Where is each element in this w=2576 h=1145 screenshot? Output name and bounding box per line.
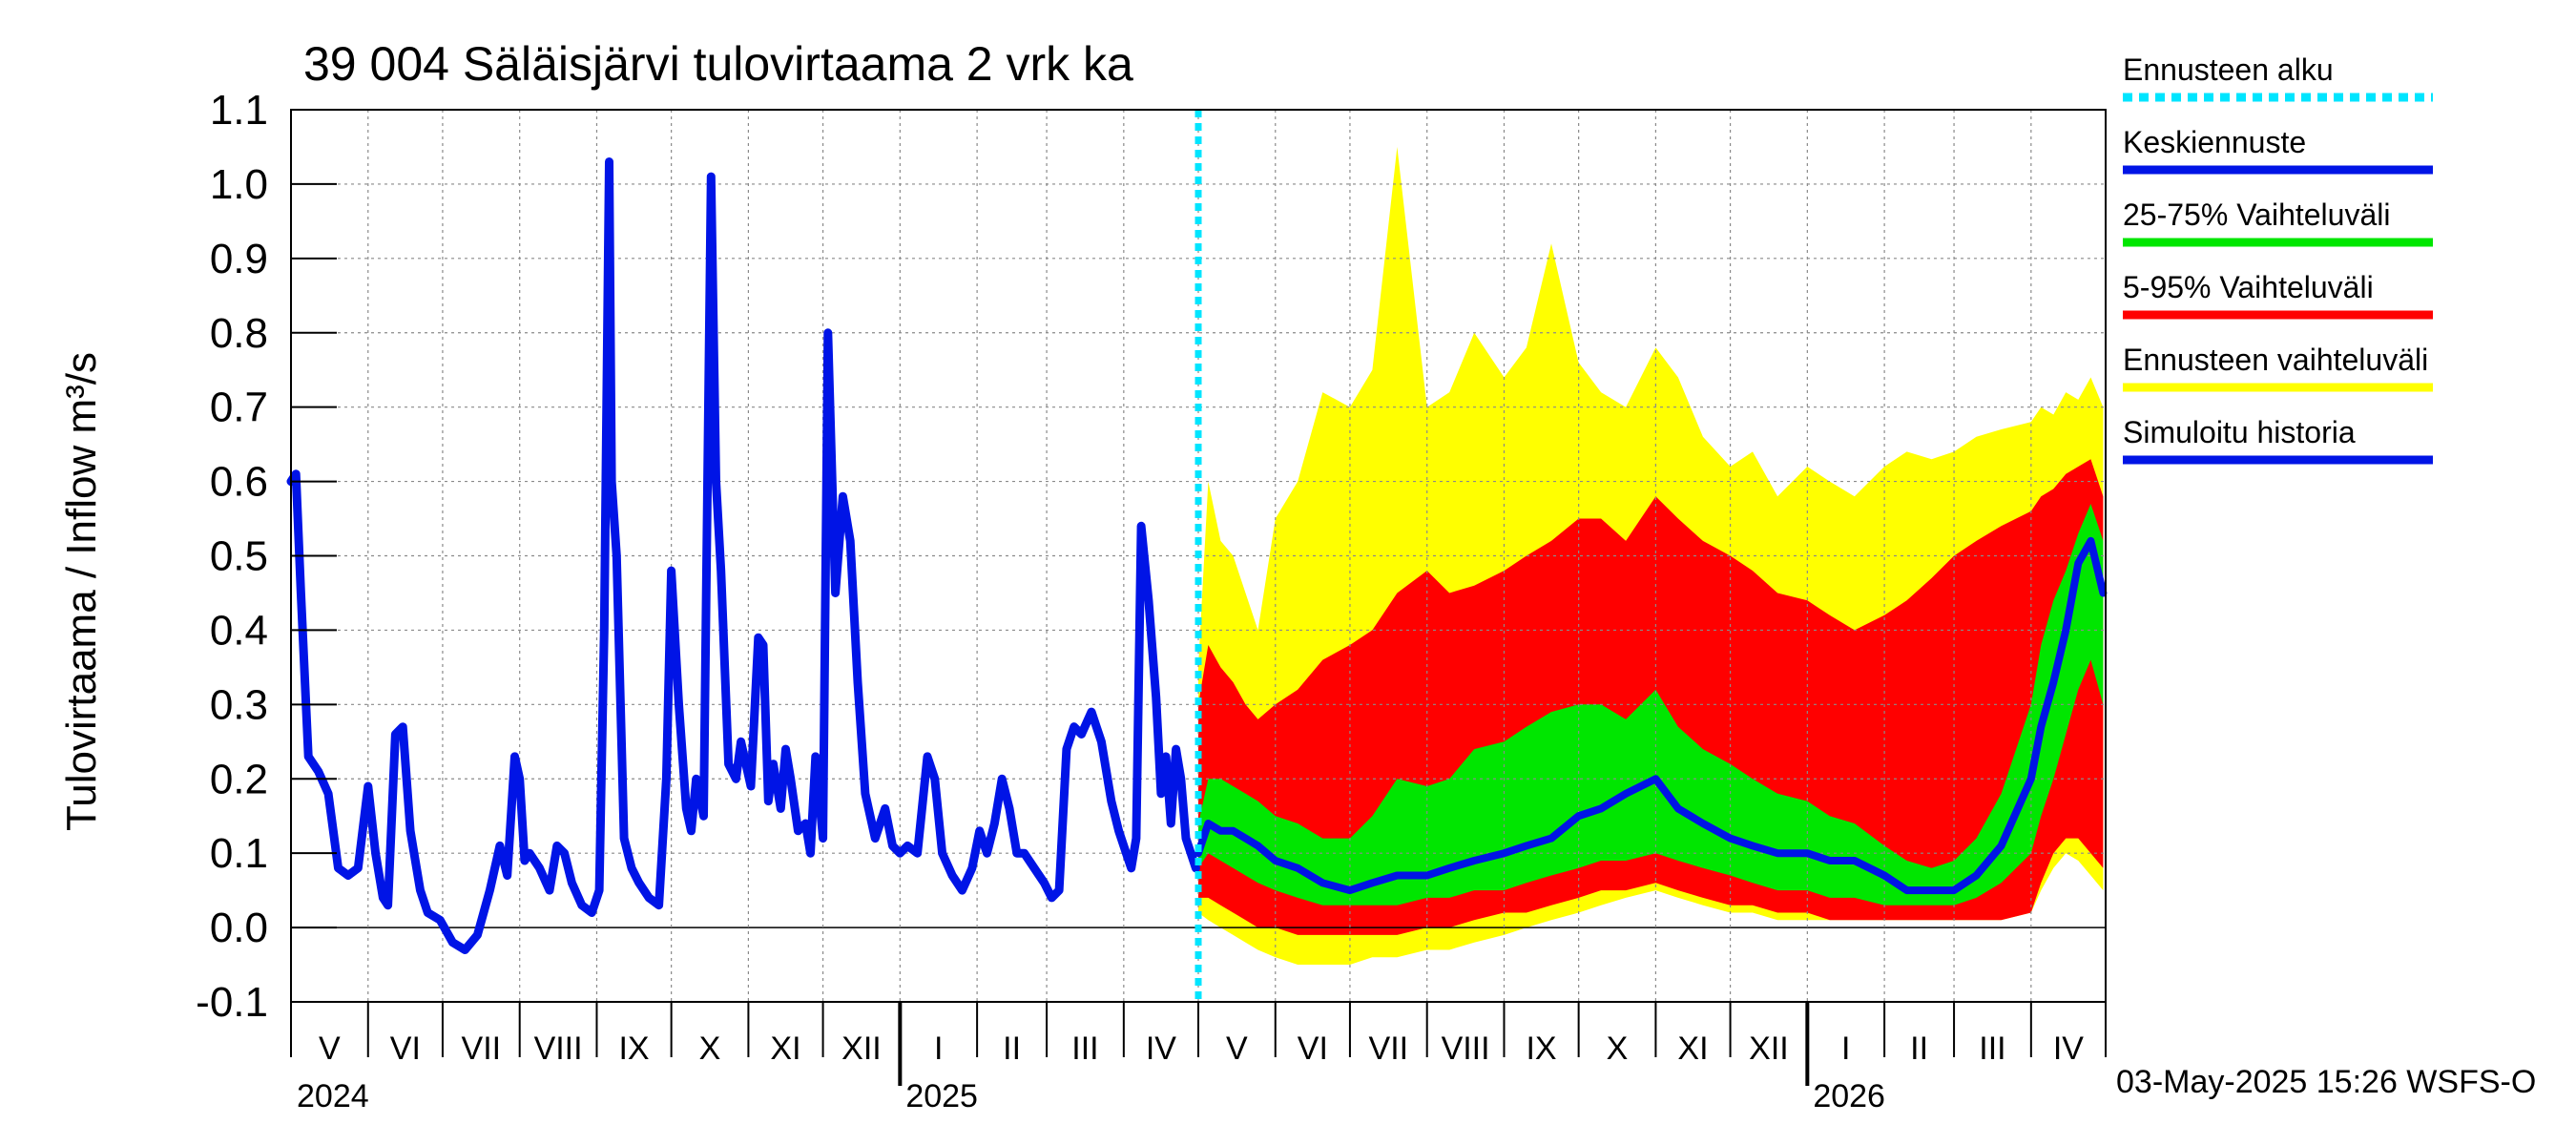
x-year-label: 2026: [1813, 1078, 1885, 1114]
legend-label: Ennusteen alku: [2123, 52, 2334, 87]
legend-label: Simuloitu historia: [2123, 415, 2356, 449]
x-month-label: X: [1607, 1030, 1629, 1067]
legend-label: Ennusteen vaihteluväli: [2123, 343, 2428, 377]
x-month-label: III: [1979, 1030, 2005, 1067]
simulated-history-line: [286, 157, 1200, 954]
x-month-label: VII: [462, 1030, 502, 1067]
y-tick-label: 0.5: [210, 533, 268, 580]
y-tick-label: 1.1: [210, 87, 268, 134]
y-tick-label: 0.9: [210, 236, 268, 282]
x-month-label: VII: [1369, 1030, 1409, 1067]
x-year-label: 2024: [297, 1078, 369, 1114]
y-tick-label: 1.0: [210, 161, 268, 208]
y-axis-label: Tulovirtaama / Inflow m³/s: [58, 352, 105, 831]
y-tick-label: 0.7: [210, 385, 268, 431]
y-tick-label: 0.6: [210, 459, 268, 506]
x-month-label: XII: [841, 1030, 882, 1067]
forecast-bands: [1198, 147, 2104, 965]
x-month-label: II: [1910, 1030, 1928, 1067]
x-month-label: XI: [1677, 1030, 1708, 1067]
x-month-label: III: [1071, 1030, 1098, 1067]
x-month-label: V: [319, 1030, 341, 1067]
x-month-label: XII: [1749, 1030, 1789, 1067]
x-month-label: X: [699, 1030, 721, 1067]
legend: Ennusteen alku Keskiennuste 25-75% Vaihtel…: [2123, 52, 2433, 465]
x-month-label: IV: [1146, 1030, 1176, 1067]
x-month-label: VIII: [1442, 1030, 1490, 1067]
y-axis-ticks: -0.1 0.0 0.1 0.2 0.3 0.4 0.5 0.6 0.7 0.8 0.9 1.0 1.1: [196, 87, 337, 1026]
x-month-label: I: [1841, 1030, 1850, 1067]
x-month-label: IX: [618, 1030, 649, 1067]
legend-label: 25-75% Vaihteluväli: [2123, 198, 2390, 232]
band-25-75: [1198, 504, 2104, 906]
y-tick-label: 0.0: [210, 905, 268, 951]
x-month-label: VI: [1298, 1030, 1328, 1067]
footer-timestamp: 03-May-2025 15:26 WSFS-O: [2116, 1064, 2536, 1100]
y-tick-label: 0.4: [210, 607, 268, 654]
x-month-label: V: [1226, 1030, 1248, 1067]
x-month-label: VIII: [534, 1030, 583, 1067]
y-tick-label: -0.1: [196, 979, 268, 1026]
y-tick-label: 0.8: [210, 310, 268, 357]
median-forecast-line: [1195, 536, 2108, 895]
x-year-label: 2025: [905, 1078, 978, 1114]
plot-area: [286, 110, 2108, 1002]
y-tick-label: 0.1: [210, 830, 268, 877]
x-month-label: II: [1003, 1030, 1021, 1067]
x-month-label: I: [934, 1030, 943, 1067]
y-tick-label: 0.2: [210, 756, 268, 802]
y-tick-label: 0.3: [210, 681, 268, 728]
flow-lines: [286, 110, 2108, 1002]
legend-label: Keskiennuste: [2123, 125, 2306, 159]
x-month-label: XI: [770, 1030, 800, 1067]
chart-title: 39 004 Säläisjärvi tulovirtaama 2 vrk ka: [303, 37, 1133, 91]
x-axis-ticks: V VI VII VIII IX X XI XII I II III IV V VI VII VIII IX X X…: [290, 1002, 2107, 1114]
legend-label: 5-95% Vaihteluväli: [2123, 270, 2374, 304]
x-month-label: IV: [2053, 1030, 2084, 1067]
x-month-label: VI: [390, 1030, 421, 1067]
x-month-label: IX: [1526, 1030, 1556, 1067]
